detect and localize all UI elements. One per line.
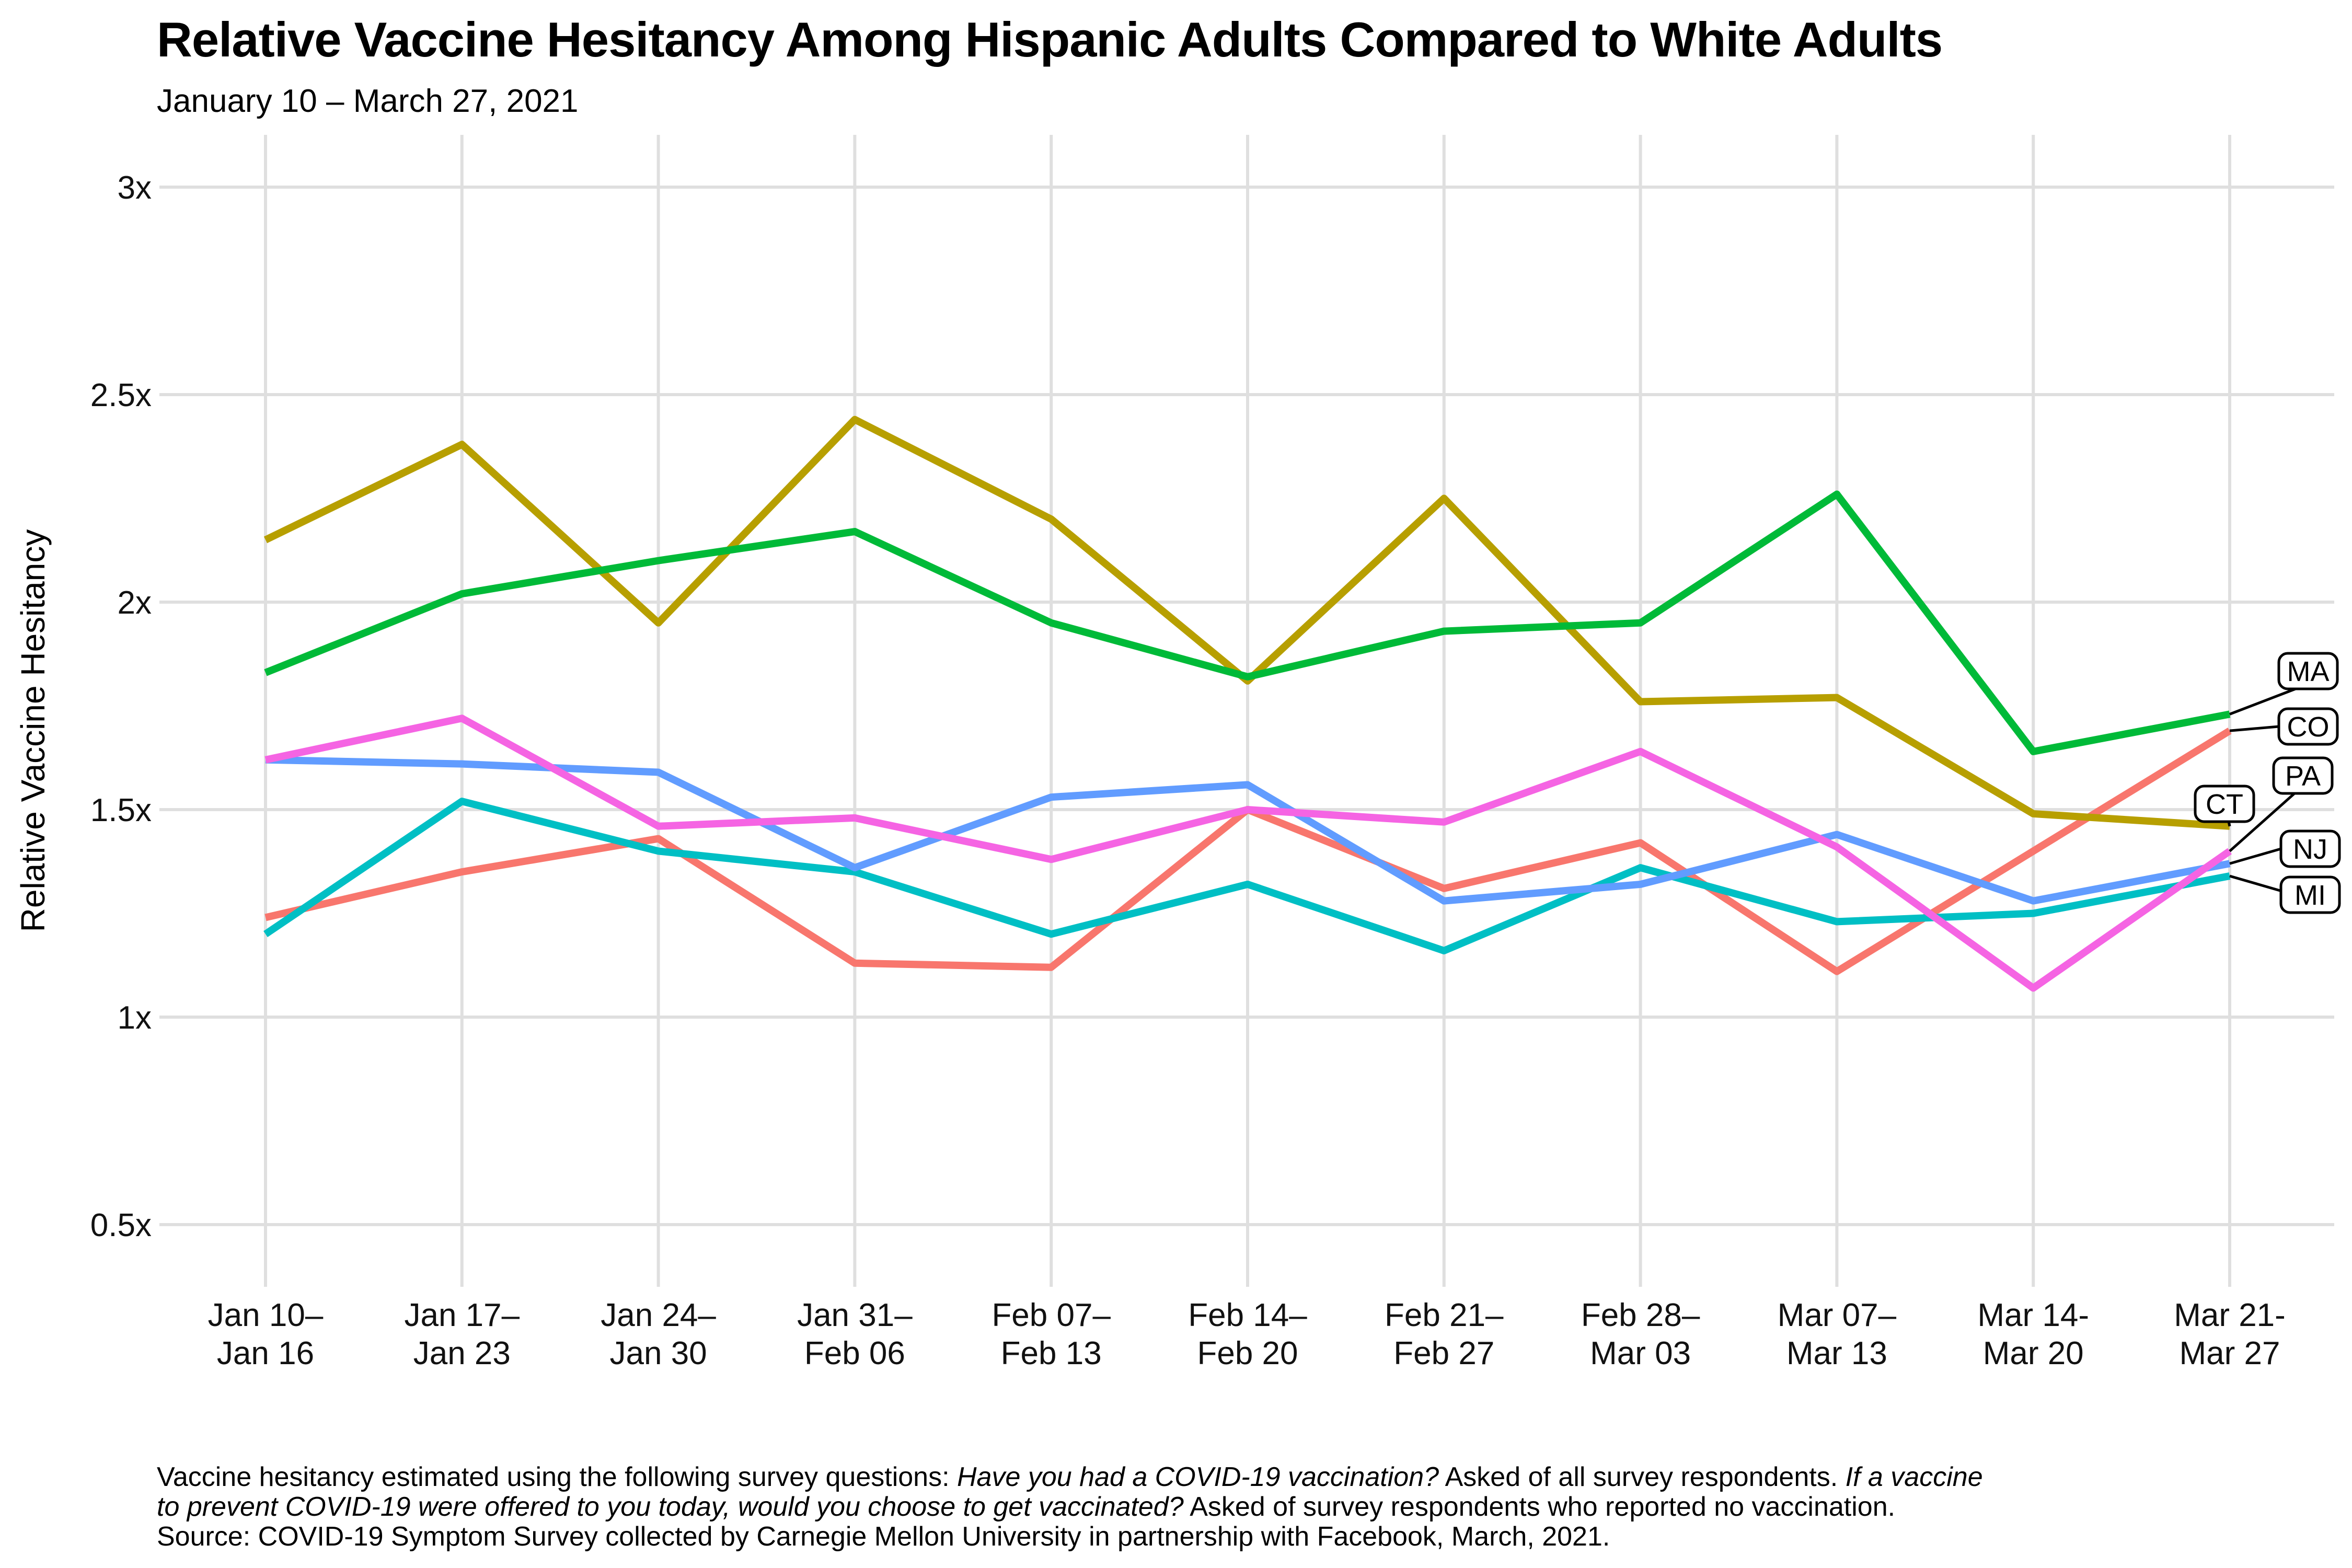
x-tick-label-line1: Jan 17–: [404, 1297, 520, 1333]
footnote-segment: Asked of survey respondents who reported…: [1183, 1492, 1896, 1522]
x-tick-label-line2: Mar 13: [1786, 1335, 1887, 1371]
series-line-ct: [263, 416, 2230, 830]
y-axis-title: Relative Vaccine Hesitancy: [14, 529, 52, 932]
series-label-text: MA: [2287, 656, 2330, 687]
series-label-mi: MI: [2279, 875, 2341, 914]
label-leader-nj: [2229, 847, 2281, 865]
series-line-ma: [264, 490, 2231, 755]
chart-subtitle: January 10 – March 27, 2021: [157, 83, 579, 119]
series-label-co: CO: [2277, 707, 2339, 746]
x-tick-label-line2: Mar 03: [1590, 1335, 1691, 1371]
series-line-pa: [264, 714, 2232, 992]
y-tick-label: 2x: [118, 585, 152, 621]
x-tick-label-line1: Jan 10–: [208, 1297, 324, 1333]
y-tick-label: 2.5x: [90, 377, 152, 413]
y-tick-label: 1.5x: [90, 792, 152, 828]
x-tick-label-line2: Feb 13: [1001, 1335, 1102, 1371]
x-tick-label-line1: Feb 28–: [1581, 1297, 1700, 1333]
label-leader-co: [2229, 725, 2279, 732]
chart-title: Relative Vaccine Hesitancy Among Hispani…: [157, 12, 1943, 67]
x-tick-label-line2: Jan 30: [610, 1335, 707, 1371]
footnote-italic-segment: If a vaccine: [1845, 1462, 1983, 1492]
footnote-line: Source: COVID-19 Symptom Survey collecte…: [157, 1522, 2321, 1552]
series-label-text: NJ: [2293, 834, 2327, 865]
x-tick-label-line2: Jan 23: [413, 1335, 511, 1371]
label-leader-pa: [2229, 792, 2296, 852]
footnote-line: Vaccine hesitancy estimated using the fo…: [157, 1462, 2321, 1492]
series-label-nj: NJ: [2279, 829, 2341, 868]
x-tick-label-line2: Feb 27: [1393, 1335, 1494, 1371]
series-label-ct: CT: [2194, 785, 2255, 823]
series-label-pa: PA: [2272, 756, 2334, 795]
series-line-mi: [263, 798, 2231, 954]
x-tick-label-line2: Mar 27: [2180, 1335, 2280, 1371]
series-label-box: [2279, 829, 2341, 868]
series-label-ma: MA: [2277, 652, 2339, 690]
footnote: Vaccine hesitancy estimated using the fo…: [157, 1462, 2321, 1552]
series-label-box: [2194, 785, 2255, 823]
x-tick-label-line2: Feb 20: [1197, 1335, 1298, 1371]
series-label-box: [2272, 756, 2334, 795]
x-tick-label-line2: Mar 20: [1983, 1335, 2084, 1371]
series-label-text: MI: [2295, 880, 2326, 911]
footnote-italic-segment: to prevent COVID-19 were offered to you …: [157, 1492, 1184, 1522]
x-tick-label-line2: Feb 06: [804, 1335, 905, 1371]
footnote-segment: Source: COVID-19 Symptom Survey collecte…: [157, 1521, 1610, 1552]
x-tick-label-line1: Jan 24–: [601, 1297, 716, 1333]
x-tick-label-line1: Jan 31–: [797, 1297, 913, 1333]
footnote-segment: Asked of all survey respondents.: [1439, 1462, 1846, 1492]
x-tick-label-line1: Mar 14-: [1977, 1297, 2089, 1333]
series-label-text: CO: [2287, 711, 2330, 743]
series-label-box: [2277, 652, 2339, 690]
x-tick-label-line1: Feb 14–: [1188, 1297, 1307, 1333]
x-tick-label-line1: Mar 07–: [1778, 1297, 1897, 1333]
series-label-text: PA: [2285, 760, 2321, 792]
series-line-nj: [265, 756, 2231, 905]
y-tick-label: 0.5x: [90, 1207, 152, 1243]
x-tick-label-line2: Jan 16: [217, 1335, 314, 1371]
footnote-italic-segment: Have you had a COVID-19 vaccination?: [956, 1462, 1439, 1492]
footnote-line: to prevent COVID-19 were offered to you …: [157, 1492, 2321, 1522]
y-tick-label: 1x: [118, 1000, 152, 1036]
series-label-box: [2279, 875, 2341, 914]
series-label-text: CT: [2206, 789, 2243, 820]
series-label-box: [2277, 707, 2339, 746]
x-tick-label-line1: Feb 21–: [1385, 1297, 1504, 1333]
x-tick-label-line1: Mar 21-: [2174, 1297, 2286, 1333]
y-tick-label: 3x: [118, 170, 152, 206]
footnote-segment: Vaccine hesitancy estimated using the fo…: [157, 1462, 957, 1492]
label-leader-ma: [2229, 687, 2296, 716]
x-tick-label-line1: Feb 07–: [991, 1297, 1111, 1333]
